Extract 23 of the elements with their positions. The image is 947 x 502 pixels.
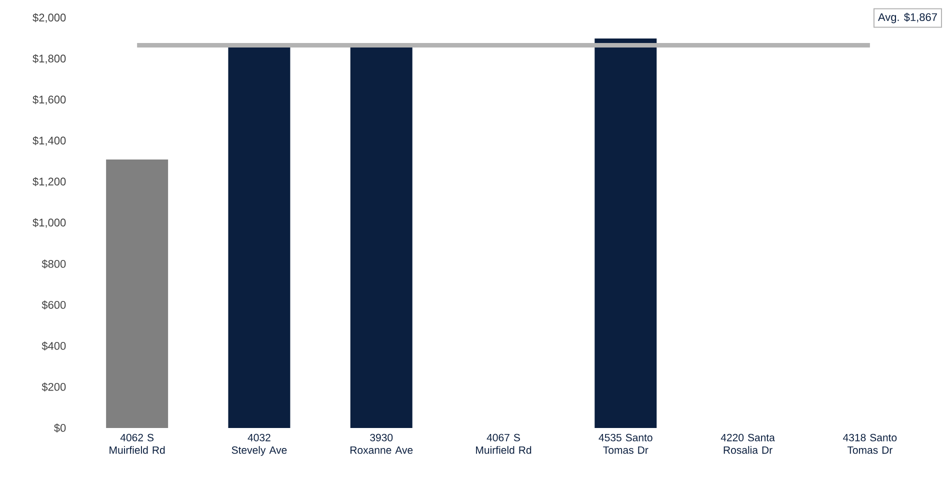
y-tick-label: $800	[42, 260, 66, 268]
x-tick-label: 4067 S Muirfield Rd	[476, 434, 532, 454]
x-tick-label: 4535 Santo Tomas Dr	[598, 434, 652, 454]
x-tick-label: 4032 Stevely Ave	[232, 434, 287, 456]
y-tick-label: $1,000	[32, 218, 66, 228]
x-tick-label: 4062 S Muirfield Rd	[110, 434, 165, 454]
y-tick-label: $2,000	[32, 13, 66, 23]
y-tick-label: $0	[54, 424, 66, 432]
x-tick-label: 4318 Santo Tomas Dr	[843, 434, 897, 454]
bar	[228, 46, 290, 428]
y-tick-label: $600	[42, 300, 66, 310]
bar	[350, 46, 412, 428]
y-tick-label: $1,400	[32, 136, 66, 146]
y-tick-label: $1,800	[32, 54, 66, 64]
ref-line-label: Avg. $1,867	[878, 12, 937, 24]
y-tick-label: $200	[42, 382, 66, 392]
bar	[594, 38, 657, 428]
y-tick-label: $400	[42, 342, 66, 350]
y-tick-label: $1,600	[32, 95, 66, 105]
x-tick-label: 4220 Santa Rosalia Dr	[720, 434, 775, 454]
y-tick-label: $1,200	[32, 177, 66, 187]
x-tick-label: 3930 Roxanne Ave	[350, 434, 413, 454]
bar	[106, 159, 168, 428]
